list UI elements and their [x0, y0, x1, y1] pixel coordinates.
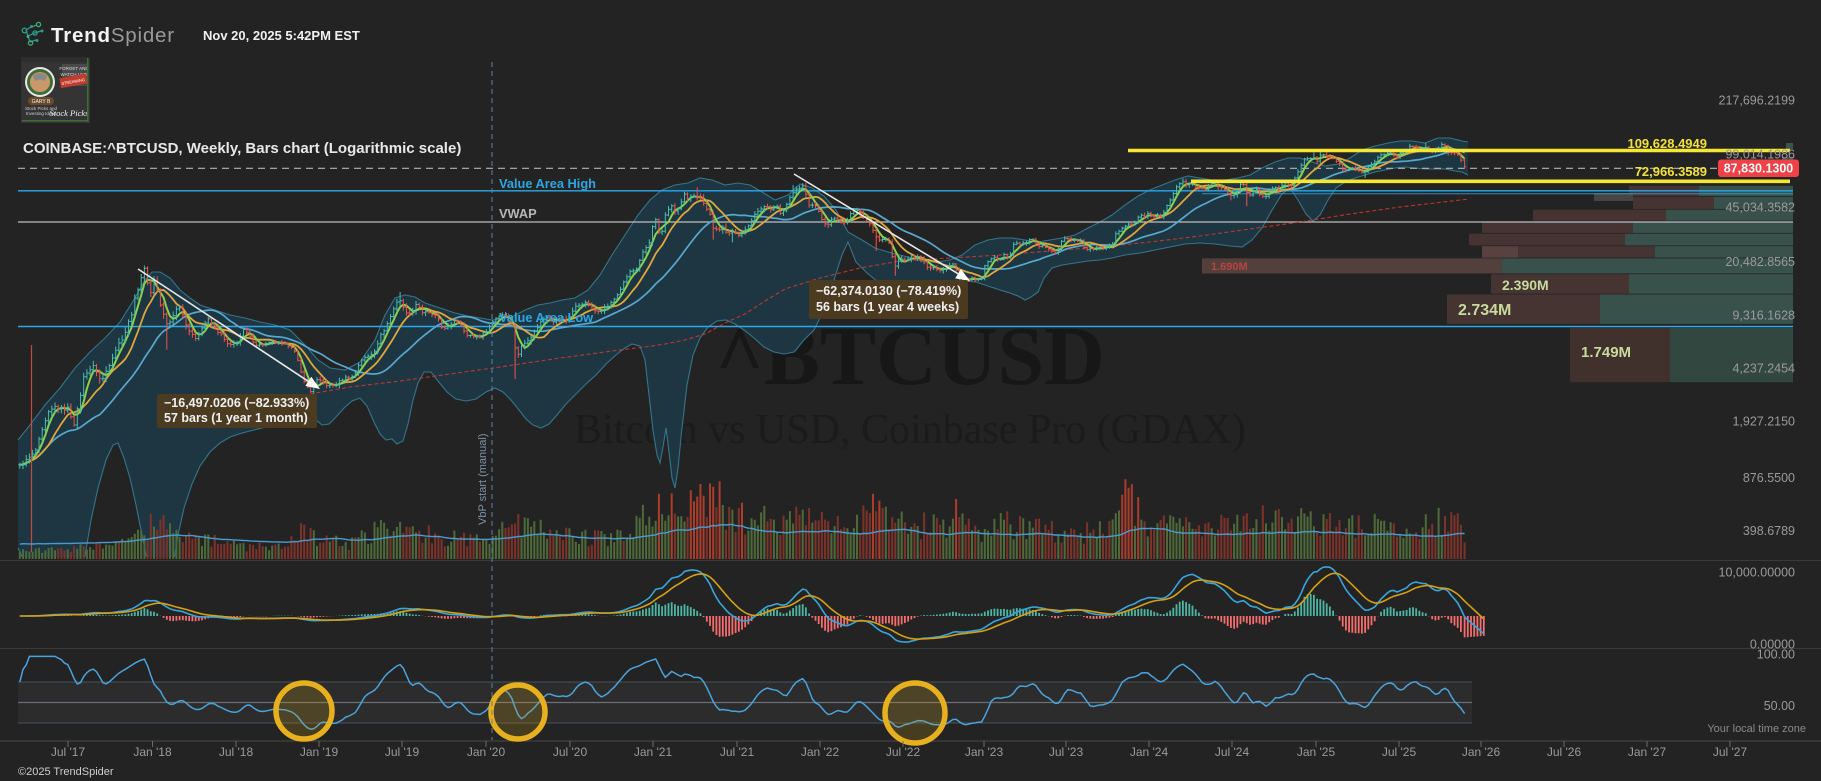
svg-text:1.749M: 1.749M	[1581, 344, 1631, 361]
svg-text:56 bars (1 year 4 weeks): 56 bars (1 year 4 weeks)	[816, 300, 959, 314]
svg-text:Jul '22: Jul '22	[886, 745, 921, 759]
svg-text:Investing Ideas: Investing Ideas	[26, 111, 57, 116]
svg-text:−62,374.0130 (−78.419%): −62,374.0130 (−78.419%)	[816, 284, 961, 298]
svg-text:45,034.3582: 45,034.3582	[1725, 201, 1795, 215]
svg-text:GARY B: GARY B	[32, 99, 51, 105]
svg-text:Jul '20: Jul '20	[553, 745, 588, 759]
svg-text:398.6789: 398.6789	[1743, 524, 1795, 538]
svg-text:Stock Picks: Stock Picks	[50, 108, 90, 118]
svg-text:Jan '22: Jan '22	[801, 745, 840, 759]
svg-text:VbP start (manual): VbP start (manual)	[477, 433, 489, 525]
svg-text:50.00: 50.00	[1764, 699, 1795, 713]
svg-text:Jul '17: Jul '17	[51, 745, 86, 759]
svg-text:72,966.3589: 72,966.3589	[1635, 164, 1707, 179]
svg-text:100.00: 100.00	[1757, 648, 1795, 662]
svg-text:Value Area High: Value Area High	[499, 176, 596, 191]
svg-text:−16,497.0206 (−82.933%): −16,497.0206 (−82.933%)	[164, 396, 309, 410]
svg-text:4,237.2454: 4,237.2454	[1732, 362, 1795, 376]
svg-text:Value Area Low: Value Area Low	[499, 310, 593, 325]
svg-text:Jul '26: Jul '26	[1547, 745, 1582, 759]
svg-text:Jan '25: Jan '25	[1297, 745, 1336, 759]
svg-text:COINBASE:^BTCUSD, Weekly, Bars: COINBASE:^BTCUSD, Weekly, Bars chart (Lo…	[23, 140, 461, 157]
svg-text:99,014.1986: 99,014.1986	[1725, 148, 1795, 162]
svg-text:0.00000: 0.00000	[1750, 638, 1795, 652]
svg-text:57 bars (1 year 1 month): 57 bars (1 year 1 month)	[164, 411, 308, 425]
svg-text:Jan '23: Jan '23	[965, 745, 1004, 759]
svg-text:Jan '19: Jan '19	[300, 745, 339, 759]
svg-text:Jul '24: Jul '24	[1215, 745, 1250, 759]
svg-text:20,482.8565: 20,482.8565	[1725, 255, 1795, 269]
svg-text:Jan '21: Jan '21	[634, 745, 673, 759]
svg-text:1.690M: 1.690M	[1211, 261, 1248, 273]
svg-text:Your local time zone: Your local time zone	[1707, 723, 1806, 735]
svg-text:Jul '21: Jul '21	[720, 745, 755, 759]
svg-text:1,927.2150: 1,927.2150	[1732, 415, 1795, 429]
svg-text:Jan '18: Jan '18	[133, 745, 172, 759]
svg-text:Jul '23: Jul '23	[1049, 745, 1084, 759]
svg-text:87,830.1300: 87,830.1300	[1724, 162, 1794, 176]
svg-text:Bitcoin vs USD, Coinbase Pro (: Bitcoin vs USD, Coinbase Pro (GDAX)	[574, 407, 1246, 453]
svg-text:Jul '19: Jul '19	[385, 745, 420, 759]
svg-text:Jul '25: Jul '25	[1382, 745, 1417, 759]
svg-text:2.390M: 2.390M	[1502, 277, 1549, 293]
svg-text:TrendSpider: TrendSpider	[51, 24, 175, 47]
svg-text:217,696.2199: 217,696.2199	[1719, 94, 1796, 108]
svg-text:10,000.00000: 10,000.00000	[1719, 566, 1796, 580]
svg-text:9,316.1628: 9,316.1628	[1732, 309, 1795, 323]
svg-text:109,628.4949: 109,628.4949	[1627, 136, 1707, 151]
svg-text:Stock Picks and: Stock Picks and	[25, 106, 58, 111]
svg-text:VWAP: VWAP	[499, 206, 537, 221]
svg-text:WATCH LIVE: WATCH LIVE	[60, 72, 87, 77]
svg-text:STREAMING: STREAMING	[61, 77, 85, 86]
svg-text:©2025 TrendSpider: ©2025 TrendSpider	[18, 766, 114, 778]
svg-text:FORGET AND: FORGET AND	[59, 66, 89, 71]
svg-text:Nov 20, 2025 5:42PM EST: Nov 20, 2025 5:42PM EST	[203, 28, 360, 43]
svg-text:Jan '26: Jan '26	[1462, 745, 1501, 759]
svg-text:Jan '24: Jan '24	[1130, 745, 1169, 759]
svg-text:Jan '27: Jan '27	[1628, 745, 1667, 759]
svg-text:Jan '20: Jan '20	[467, 745, 506, 759]
svg-text:2.734M: 2.734M	[1458, 302, 1511, 319]
svg-text:876.5500: 876.5500	[1743, 471, 1795, 485]
svg-text:Jul '18: Jul '18	[219, 745, 254, 759]
svg-text:Jul '27: Jul '27	[1713, 745, 1748, 759]
